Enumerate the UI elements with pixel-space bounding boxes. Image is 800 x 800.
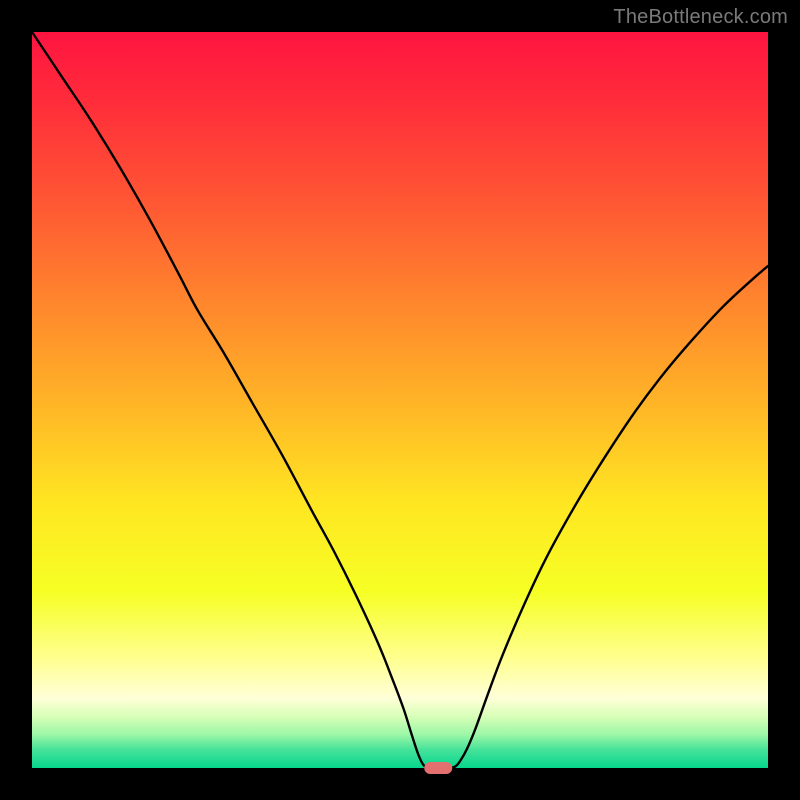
bottleneck-chart	[0, 0, 800, 800]
chart-container	[0, 0, 800, 800]
watermark-text: TheBottleneck.com	[613, 6, 788, 29]
